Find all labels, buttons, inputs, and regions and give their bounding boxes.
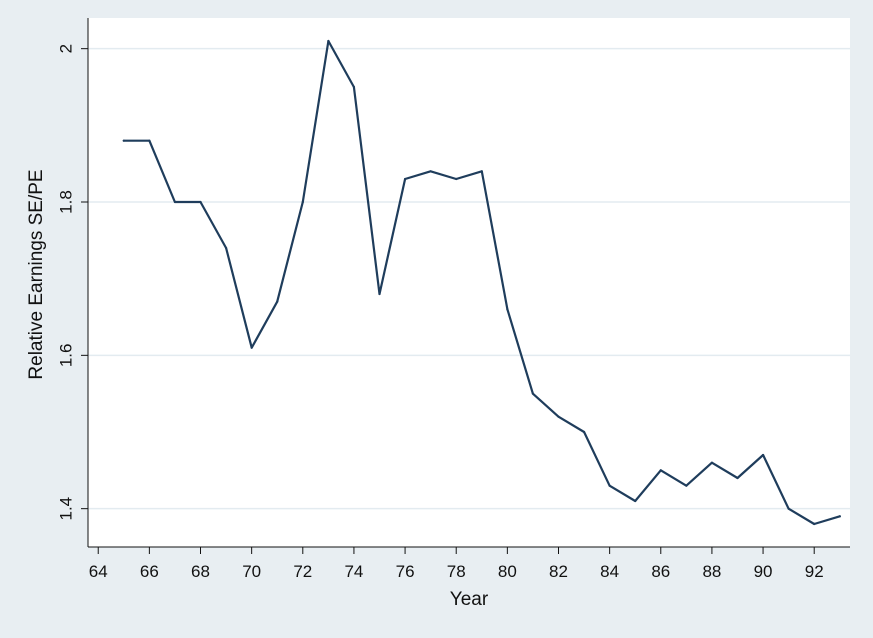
x-tick-label: 76 <box>396 562 415 581</box>
x-tick-label: 64 <box>89 562 108 581</box>
data-point <box>531 392 535 395</box>
series-group <box>122 39 841 526</box>
data-point <box>659 469 662 472</box>
data-point <box>761 453 765 457</box>
data-point <box>480 170 483 173</box>
data-point <box>378 292 381 296</box>
data-point <box>710 461 714 464</box>
x-tick-label: 92 <box>805 562 824 581</box>
data-point <box>608 484 611 487</box>
data-point <box>327 39 330 43</box>
data-point <box>148 139 151 142</box>
data-point <box>787 507 790 510</box>
data-point <box>199 200 202 204</box>
gridlines <box>88 47 850 510</box>
axes <box>87 18 850 548</box>
ticks: 1.4 1.6 1.8 2 64 66 68 70 72 74 76 78 80 82 84 86 88 90 92 <box>57 44 824 581</box>
x-tick-label: 80 <box>498 562 517 581</box>
data-point <box>736 476 739 480</box>
x-tick-label: 74 <box>344 562 363 581</box>
data-point <box>301 200 304 204</box>
data-point <box>173 200 177 204</box>
x-tick-label: 78 <box>447 562 466 581</box>
x-tick-label: 86 <box>651 562 670 581</box>
data-point <box>250 346 253 349</box>
data-point <box>352 85 356 89</box>
data-point <box>276 300 279 303</box>
y-tick-label: 1.4 <box>57 497 76 521</box>
x-tick-label: 72 <box>293 562 312 581</box>
y-tick-label: 2 <box>57 44 76 53</box>
y-tick-label: 1.8 <box>57 190 76 214</box>
x-tick-label: 88 <box>702 562 721 581</box>
x-tick-label: 82 <box>549 562 568 581</box>
x-tick-label: 84 <box>600 562 619 581</box>
data-point <box>582 430 586 434</box>
data-point <box>455 177 458 181</box>
data-point <box>429 170 432 173</box>
data-point <box>685 484 688 487</box>
data-point <box>838 515 841 518</box>
data-point <box>634 499 637 503</box>
y-tick-label: 1.6 <box>57 344 76 368</box>
y-axis-title: Relative Earnings SE/PE <box>26 169 47 379</box>
plot-area <box>88 18 850 547</box>
data-point <box>403 177 407 181</box>
x-tick-label: 66 <box>140 562 159 581</box>
x-tick-label: 90 <box>754 562 773 581</box>
x-tick-label: 68 <box>191 562 210 581</box>
data-point <box>506 308 509 311</box>
data-point <box>557 415 560 418</box>
x-axis-title: Year <box>450 589 489 610</box>
x-tick-label: 70 <box>242 562 261 581</box>
data-point <box>224 246 228 250</box>
data-point <box>122 139 125 142</box>
data-point <box>813 522 816 526</box>
